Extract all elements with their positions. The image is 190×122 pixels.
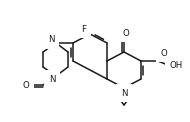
Text: F: F: [82, 25, 86, 34]
Text: OH: OH: [169, 61, 183, 70]
Text: N: N: [121, 88, 127, 97]
Text: N: N: [49, 75, 55, 83]
Text: O: O: [23, 81, 29, 90]
Text: N: N: [48, 36, 54, 45]
Text: O: O: [123, 29, 129, 37]
Text: O: O: [161, 49, 167, 57]
